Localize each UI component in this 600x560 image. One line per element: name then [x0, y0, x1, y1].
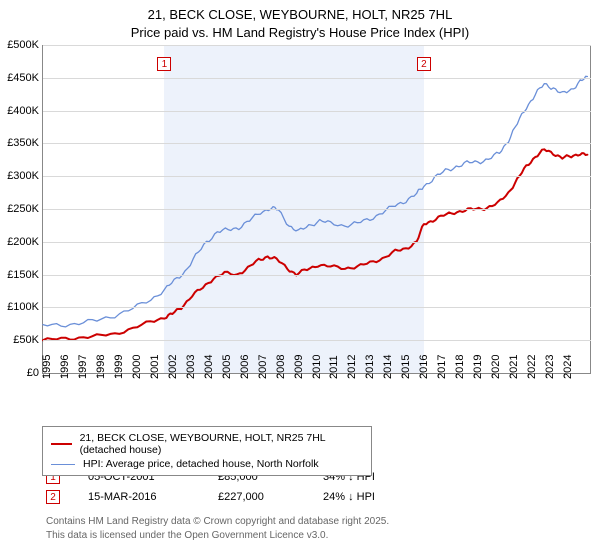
gridline: [43, 275, 591, 276]
x-tick-label: 2019: [472, 355, 484, 379]
y-tick-label: £450K: [7, 72, 43, 84]
gridline: [43, 176, 591, 177]
x-tick-label: 2024: [562, 355, 574, 379]
x-tick-label: 1996: [59, 355, 71, 379]
x-tick-label: 2000: [131, 355, 143, 379]
gridline: [43, 78, 591, 79]
y-tick-label: £50K: [13, 334, 43, 346]
x-tick-label: 2011: [328, 355, 340, 379]
gridline: [43, 242, 591, 243]
x-tick-label: 2021: [508, 355, 520, 379]
legend-label: 21, BECK CLOSE, WEYBOURNE, HOLT, NR25 7H…: [80, 432, 363, 456]
x-tick-label: 2020: [490, 355, 502, 379]
x-tick-label: 2007: [257, 355, 269, 379]
y-tick-label: £400K: [7, 105, 43, 117]
x-tick-label: 2013: [364, 355, 376, 379]
x-tick-label: 2006: [239, 355, 251, 379]
legend-swatch: [51, 464, 75, 465]
x-tick-label: 2003: [185, 355, 197, 379]
x-tick-label: 2014: [382, 355, 394, 379]
attribution-line1: Contains HM Land Registry data © Crown c…: [46, 515, 600, 529]
sale-marker-2: 2: [417, 57, 431, 71]
y-tick-label: £200K: [7, 236, 43, 248]
sale-delta: 24% ↓ HPI: [323, 491, 433, 503]
y-tick-label: £300K: [7, 170, 43, 182]
series-hpi: [43, 76, 587, 327]
gridline: [43, 340, 591, 341]
x-tick-label: 2023: [544, 355, 556, 379]
legend-swatch: [51, 443, 72, 445]
x-tick-label: 2017: [436, 355, 448, 379]
gridline: [43, 143, 591, 144]
chart-title: 21, BECK CLOSE, WEYBOURNE, HOLT, NR25 7H…: [0, 0, 600, 41]
x-tick-label: 2008: [275, 355, 287, 379]
sale-date: 15-MAR-2016: [88, 491, 218, 503]
x-tick-label: 2004: [203, 355, 215, 379]
gridline: [43, 307, 591, 308]
sale-marker-1: 1: [157, 57, 171, 71]
attribution: Contains HM Land Registry data © Crown c…: [0, 509, 600, 542]
x-tick-label: 2009: [293, 355, 305, 379]
chart-area: £0£50K£100K£150K£200K£250K£300K£350K£400…: [0, 41, 600, 421]
sale-marker-inline: 2: [46, 490, 60, 504]
legend: 21, BECK CLOSE, WEYBOURNE, HOLT, NR25 7H…: [42, 426, 372, 476]
y-tick-label: £350K: [7, 137, 43, 149]
title-address: 21, BECK CLOSE, WEYBOURNE, HOLT, NR25 7H…: [0, 6, 600, 24]
gridline: [43, 209, 591, 210]
sale-price: £227,000: [218, 491, 323, 503]
x-tick-label: 2018: [454, 355, 466, 379]
y-tick-label: £150K: [7, 269, 43, 281]
x-tick-label: 2005: [221, 355, 233, 379]
attribution-line2: This data is licensed under the Open Gov…: [46, 529, 600, 543]
plot-area: £0£50K£100K£150K£200K£250K£300K£350K£400…: [42, 45, 591, 374]
x-tick-label: 2022: [526, 355, 538, 379]
x-tick-label: 2012: [346, 355, 358, 379]
x-tick-label: 1998: [95, 355, 107, 379]
sale-row-2: 2 15-MAR-2016£227,00024% ↓ HPI: [46, 487, 600, 507]
legend-row: HPI: Average price, detached house, Nort…: [51, 457, 363, 471]
y-tick-label: £500K: [7, 39, 43, 51]
x-tick-label: 2002: [167, 355, 179, 379]
x-tick-label: 2001: [149, 355, 161, 379]
x-tick-label: 2015: [400, 355, 412, 379]
gridline: [43, 111, 591, 112]
x-tick-label: 2016: [418, 355, 430, 379]
x-tick-label: 1995: [41, 355, 53, 379]
legend-row: 21, BECK CLOSE, WEYBOURNE, HOLT, NR25 7H…: [51, 431, 363, 457]
x-tick-label: 2010: [311, 355, 323, 379]
gridline: [43, 45, 591, 46]
y-tick-label: £250K: [7, 203, 43, 215]
title-subtitle: Price paid vs. HM Land Registry's House …: [0, 24, 600, 42]
x-tick-label: 1999: [113, 355, 125, 379]
legend-label: HPI: Average price, detached house, Nort…: [83, 458, 319, 470]
x-tick-label: 1997: [77, 355, 89, 379]
y-tick-label: £100K: [7, 301, 43, 313]
